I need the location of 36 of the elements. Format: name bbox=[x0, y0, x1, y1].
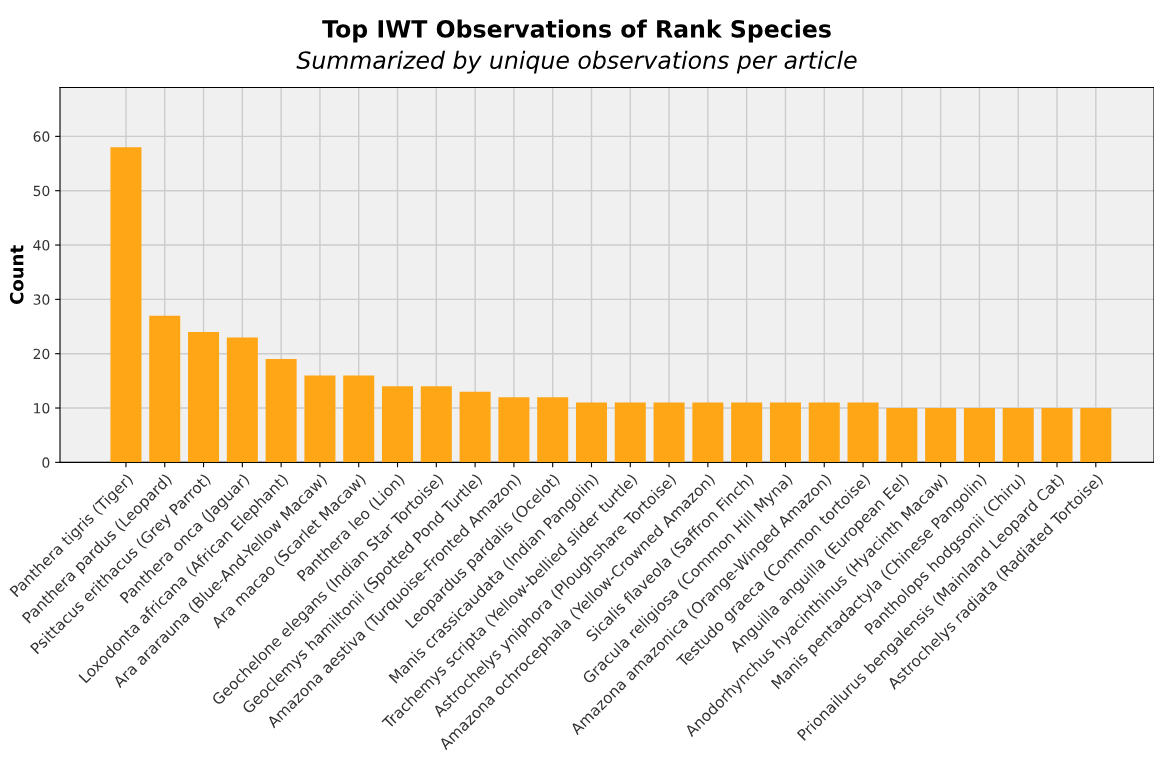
bar bbox=[653, 402, 685, 463]
bar bbox=[575, 402, 607, 463]
y-axis-title: Count bbox=[9, 245, 24, 305]
bar bbox=[498, 397, 530, 463]
y-tick-label: 10 bbox=[34, 402, 50, 414]
bar bbox=[808, 402, 840, 463]
bar bbox=[188, 331, 220, 463]
bar bbox=[343, 375, 375, 463]
bar bbox=[226, 337, 258, 463]
y-tick-label: 50 bbox=[33, 185, 50, 197]
bar bbox=[886, 408, 918, 463]
bar bbox=[420, 386, 452, 463]
bar bbox=[925, 408, 957, 463]
y-tick-label: 40 bbox=[33, 240, 50, 251]
chart-subtitle: Summarized by unique observations per article bbox=[296, 50, 857, 74]
bar bbox=[459, 391, 491, 463]
bar bbox=[1002, 408, 1034, 463]
bar bbox=[265, 359, 297, 463]
bar bbox=[110, 147, 142, 463]
bar bbox=[847, 402, 879, 463]
bar bbox=[1041, 408, 1073, 463]
bar bbox=[963, 408, 995, 463]
y-tick-label: 0 bbox=[42, 457, 50, 468]
bar bbox=[304, 375, 336, 463]
y-tick-label: 20 bbox=[33, 348, 50, 360]
y-tick-label: 30 bbox=[33, 294, 50, 305]
bar bbox=[149, 315, 181, 463]
bar bbox=[1080, 408, 1112, 463]
chart-title: Top IWT Observations of Rank Species bbox=[322, 19, 831, 43]
y-tick-label: 60 bbox=[33, 131, 50, 142]
bar bbox=[382, 386, 414, 463]
bar bbox=[537, 397, 569, 463]
bar bbox=[731, 402, 763, 463]
bar bbox=[769, 402, 801, 463]
bar bbox=[692, 402, 724, 463]
bar bbox=[614, 402, 646, 463]
